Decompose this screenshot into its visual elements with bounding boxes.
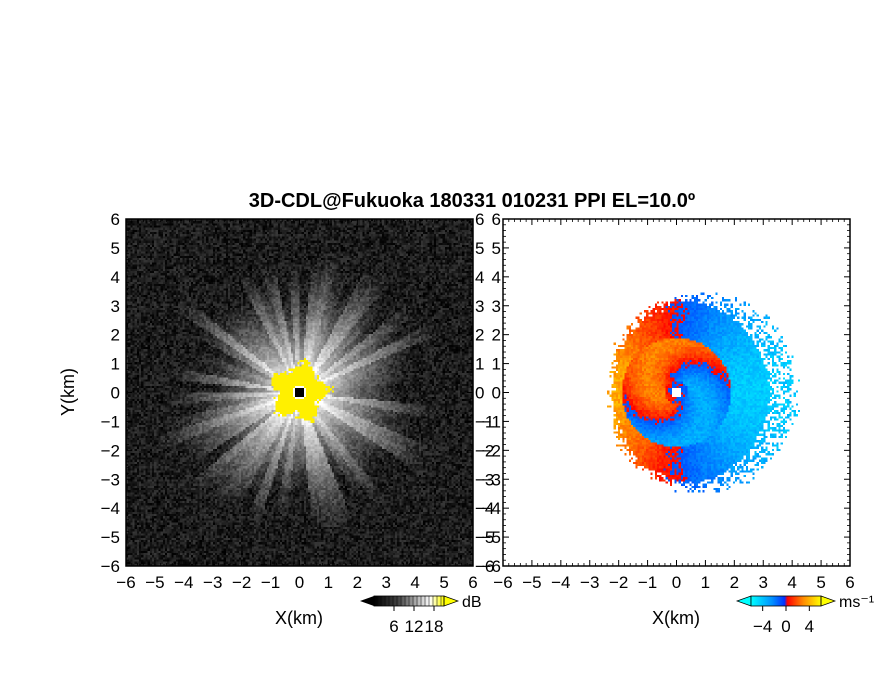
intensity-y-tick-label-right: −6 <box>475 557 494 576</box>
intensity-y-tick-label: −2 <box>101 441 120 460</box>
velocity-y-tick-label: −2 <box>482 441 501 460</box>
intensity-x-tick-label: −2 <box>232 573 251 592</box>
velocity-y-tick-label: 0 <box>492 384 501 403</box>
intensity-y-tick-label: −3 <box>101 470 120 489</box>
intensity-colorbar-tick-label: 18 <box>425 617 444 636</box>
velocity-y-tick-label: 6 <box>492 210 501 229</box>
velocity-y-tick-label: 1 <box>492 355 501 374</box>
velocity-x-tick-label: 3 <box>759 573 768 592</box>
intensity-x-tick-label: −5 <box>145 573 164 592</box>
velocity-x-tick-label: 4 <box>787 573 796 592</box>
velocity-y-tick-label: 4 <box>492 268 501 287</box>
intensity-y-tick-label-right: −1 <box>475 412 494 431</box>
intensity-colorbar: dB 6 12 18 <box>360 594 482 636</box>
intensity-y-tick-label-right: 2 <box>475 326 484 345</box>
intensity-x-tick-label: 1 <box>324 573 333 592</box>
intensity-y-tick-label: 6 <box>111 210 120 229</box>
intensity-y-tick-label-right: 6 <box>475 210 484 229</box>
intensity-y-tick-label-right: −3 <box>475 470 494 489</box>
intensity-y-tick-label: 3 <box>111 297 120 316</box>
velocity-colorbar-tick-label: 4 <box>805 617 814 636</box>
intensity-x-tick-label: 2 <box>353 573 362 592</box>
intensity-y-tick-label: 4 <box>111 268 120 287</box>
intensity-y-axis-label: Y(km) <box>58 368 78 416</box>
velocity-x-tick-label: 0 <box>672 573 681 592</box>
velocity-x-tick-label: −2 <box>609 573 628 592</box>
velocity-y-tick-label: 2 <box>492 326 501 345</box>
velocity-x-tick-label: −1 <box>638 573 657 592</box>
velocity-colorbar-unit: ms⁻¹ <box>839 594 874 611</box>
intensity-colorbar-tick-label: 12 <box>405 617 424 636</box>
intensity-x-tick-label: 0 <box>295 573 304 592</box>
velocity-x-tick-label: 5 <box>816 573 825 592</box>
intensity-colorbar-ticks: 6 12 18 <box>389 606 443 636</box>
intensity-y-tick-label: −4 <box>101 499 120 518</box>
intensity-y-tick-label-right: 1 <box>475 355 484 374</box>
intensity-x-tick-label: 3 <box>382 573 391 592</box>
velocity-x-tick-label: −6 <box>493 573 512 592</box>
chart-title: 3D-CDL@Fukuoka 180331 010231 PPI EL=10.0… <box>249 190 695 212</box>
velocity-y-tick-label: −4 <box>482 499 501 518</box>
velocity-y-tick-label: −5 <box>482 528 501 547</box>
intensity-x-tick-label: 4 <box>410 573 419 592</box>
velocity-x-tick-label: −4 <box>551 573 570 592</box>
velocity-x-axis-label: X(km) <box>652 608 700 628</box>
velocity-y-tick-label: −1 <box>482 412 501 431</box>
velocity-colorbar: ms⁻¹ −4 0 4 <box>735 594 874 636</box>
intensity-x-tick-label: 5 <box>439 573 448 592</box>
velocity-colorbar-tick-label: −4 <box>753 617 772 636</box>
intensity-x-tick-label: −3 <box>203 573 222 592</box>
intensity-x-tick-label: −6 <box>116 573 135 592</box>
intensity-y-tick-label: 5 <box>111 239 120 258</box>
velocity-x-tick-label: 6 <box>845 573 854 592</box>
intensity-heatmap <box>126 219 473 566</box>
intensity-y-tick-label-right: −4 <box>475 499 494 518</box>
intensity-y-tick-label-right: −5 <box>475 528 494 547</box>
velocity-y-tick-label: 5 <box>492 239 501 258</box>
intensity-x-tick-label: −1 <box>261 573 280 592</box>
velocity-x-tick-label: 1 <box>701 573 710 592</box>
intensity-y-tick-label-right: 0 <box>475 384 484 403</box>
velocity-x-tick-label: 2 <box>730 573 739 592</box>
intensity-y-tick-label-right: 3 <box>475 297 484 316</box>
velocity-y-tick-label: −6 <box>482 557 501 576</box>
intensity-y-tick-label: −6 <box>101 557 120 576</box>
intensity-y-tick-label: 1 <box>111 355 120 374</box>
intensity-y-tick-label-right: 5 <box>475 239 484 258</box>
intensity-y-tick-label: 0 <box>111 384 120 403</box>
velocity-heatmap <box>503 219 850 566</box>
intensity-x-axis-label: X(km) <box>275 608 323 628</box>
velocity-y-tick-label: −3 <box>482 470 501 489</box>
intensity-y-tick-label-right: −2 <box>475 441 494 460</box>
velocity-colorbar-tick-label: 0 <box>781 617 790 636</box>
intensity-colorbar-unit: dB <box>462 594 482 611</box>
velocity-y-tick-label: 3 <box>492 297 501 316</box>
intensity-y-tick-label: −5 <box>101 528 120 547</box>
intensity-x-tick-label: −4 <box>174 573 193 592</box>
intensity-y-tick-label: −1 <box>101 412 120 431</box>
velocity-colorbar-ticks: −4 0 4 <box>753 606 814 636</box>
intensity-y-tick-label-right: 4 <box>475 268 484 287</box>
intensity-x-tick-label: 6 <box>468 573 477 592</box>
intensity-y-tick-label: 2 <box>111 326 120 345</box>
intensity-axis-ticks: −6−6 −6−5−5 −5−4−4 −4−3−3 −3−2−2 −2−1−1 −100 01… <box>101 210 495 592</box>
velocity-x-tick-label: −5 <box>522 573 541 592</box>
intensity-panel: −6−6 −6−5−5 −5−4−4 −4−3−3 −3−2−2 −2−1−1 −100 01… <box>58 210 494 636</box>
intensity-colorbar-tick-label: 6 <box>389 617 398 636</box>
velocity-x-tick-label: −3 <box>580 573 599 592</box>
